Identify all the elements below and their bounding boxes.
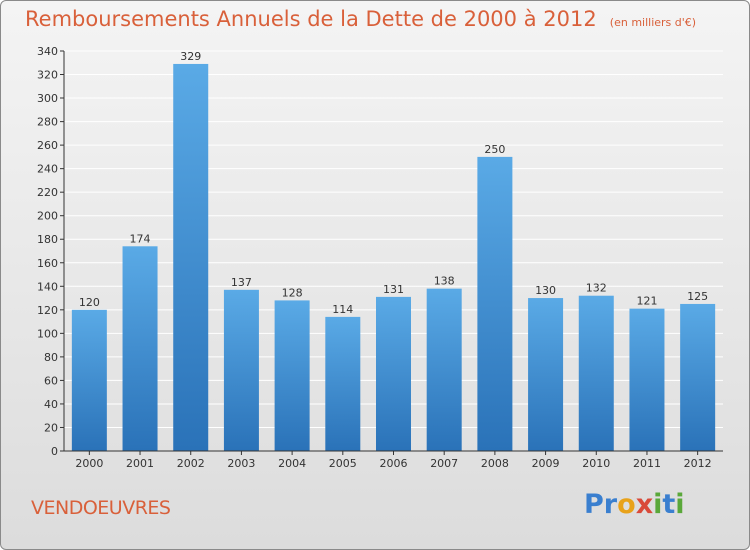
bar-2008 [477, 156, 513, 451]
bars-layer [71, 63, 716, 452]
title-row: Remboursements Annuels de la Dette de 20… [25, 7, 696, 31]
bar-2002 [173, 63, 209, 452]
y-tick-label: 80 [44, 351, 58, 364]
y-tick-label: 300 [37, 92, 58, 105]
x-tick-label: 2005 [329, 457, 357, 470]
x-tick-label: 2009 [532, 457, 560, 470]
data-label: 138 [434, 275, 455, 288]
data-label: 130 [535, 284, 556, 297]
data-label: 329 [180, 50, 201, 63]
bar-2007 [426, 288, 462, 451]
y-tick-label: 140 [37, 280, 58, 293]
x-tick-label: 2004 [278, 457, 306, 470]
bar-2012 [680, 303, 716, 451]
x-tick-label: 2008 [481, 457, 509, 470]
y-tick-label: 100 [37, 327, 58, 340]
logo-letter: i [675, 489, 685, 520]
x-tick-label: 2002 [177, 457, 205, 470]
data-label: 132 [586, 282, 607, 295]
data-label: 114 [332, 303, 353, 316]
y-tick-label: 60 [44, 374, 58, 387]
bar-2010 [578, 295, 614, 451]
x-tick-label: 2010 [582, 457, 610, 470]
x-tick-label: 2006 [380, 457, 408, 470]
y-tick-label: 220 [37, 186, 58, 199]
chart-unit: (en milliers d'€) [609, 16, 697, 29]
x-tick-label: 2012 [684, 457, 712, 470]
data-label: 250 [484, 143, 505, 156]
x-tick-label: 2003 [227, 457, 255, 470]
bar-2001 [122, 246, 158, 451]
y-tick-label: 0 [51, 445, 58, 458]
labels-layer: 120 174 329 137 128 114 131 138 250 130 132 121 125 [79, 50, 708, 316]
data-label: 131 [383, 283, 404, 296]
city-name: VENDOEUVRES [31, 497, 171, 519]
data-label: 121 [636, 295, 657, 308]
y-tick-label: 320 [37, 69, 58, 82]
y-tick-label: 160 [37, 257, 58, 270]
data-label: 128 [282, 286, 303, 299]
x-tick-label: 2000 [75, 457, 103, 470]
logo-letter: o [617, 489, 636, 520]
bar-2003 [223, 289, 259, 451]
y-tick-label: 340 [37, 45, 58, 58]
axis-layer: 0 20 40 60 80 100 120 140 160 180 200 220 240 260 280 3… [37, 45, 723, 470]
bar-2011 [629, 308, 665, 451]
y-tick-label: 280 [37, 116, 58, 129]
bar-2006 [376, 296, 411, 451]
y-tick-label: 200 [37, 210, 58, 223]
x-tick-label: 2011 [633, 457, 661, 470]
logo-letter: i [653, 489, 663, 520]
proxiti-logo: Proxiti [584, 489, 685, 520]
logo-letter: P [584, 489, 604, 520]
y-tick-label: 180 [37, 233, 58, 246]
data-label: 120 [79, 296, 100, 309]
y-tick-label: 40 [44, 398, 58, 411]
y-tick-label: 240 [37, 163, 58, 176]
bar-2009 [528, 298, 564, 451]
y-tick-label: 260 [37, 139, 58, 152]
y-tick-label: 120 [37, 304, 58, 317]
x-tick-label: 2007 [430, 457, 458, 470]
data-label: 125 [687, 290, 708, 303]
bar-2000 [71, 309, 107, 451]
bar-2004 [274, 300, 310, 451]
bar-2005 [325, 316, 361, 451]
logo-letter: x [635, 489, 654, 520]
logo-letter: t [662, 489, 676, 520]
x-tick-label: 2001 [126, 457, 154, 470]
logo-letter: r [603, 489, 618, 520]
chart-title: Remboursements Annuels de la Dette de 20… [25, 7, 597, 31]
y-tick-label: 20 [44, 421, 58, 434]
data-label: 174 [130, 232, 151, 245]
data-label: 137 [231, 276, 252, 289]
